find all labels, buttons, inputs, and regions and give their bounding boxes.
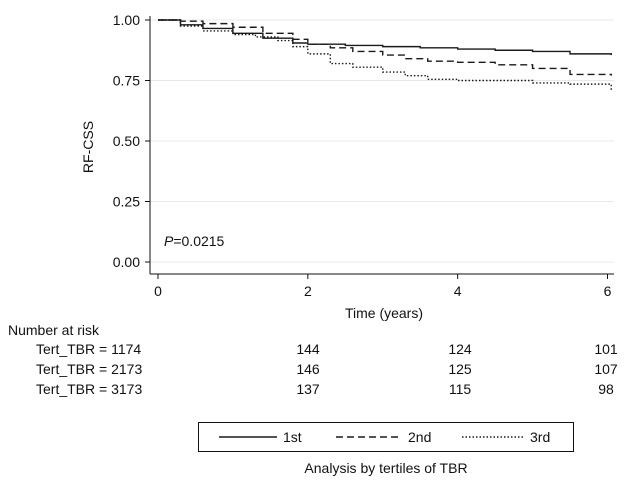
legend-item-3rd: 3rd [462,428,550,446]
p-value-number: =0.0215 [173,233,224,249]
series-line-1st [158,19,612,56]
risk-value-2-6y: 107 [594,361,618,377]
x-tick-label-6: 6 [604,283,612,299]
risk-value-1-4y: 124 [448,341,472,357]
p-value-symbol: P [164,233,174,249]
legend-item-2nd: 2nd [336,428,431,446]
risk-value-3-6y: 98 [598,381,614,397]
risk-value-2-2y: 146 [296,361,320,377]
risk-value-2-4y: 125 [448,361,472,377]
legend-label-1st: 1st [283,429,302,445]
figure-caption: Analysis by tertiles of TBR [304,460,468,476]
y-tick-label-0.75: 0.75 [113,73,140,89]
x-axis-title: Time (years) [345,305,423,321]
risk-row-label-1: Tert_TBR = 1174 [36,341,142,357]
legend-swatch-dashed [336,436,402,438]
legend-item-1st: 1st [219,428,302,446]
legend-label-2nd: 2nd [408,429,432,445]
legend: 1st 2nd 3rd [198,422,574,452]
y-axis-title: RF-CSS [80,121,96,173]
x-tick-label-4: 4 [454,283,462,299]
risk-value-3-2y: 137 [296,381,320,397]
y-tick-label-1.00: 1.00 [113,12,140,28]
risk-value-1-6y: 101 [594,341,618,357]
risk-row-label-3: Tert_TBR = 3173 [36,381,143,397]
risk-value-3-4y: 115 [448,381,472,397]
p-value-annotation: P=0.0215 [164,233,225,249]
y-tick-label-0.00: 0.00 [113,254,140,270]
y-tick-label-0.50: 0.50 [113,133,140,149]
legend-label-3rd: 3rd [530,429,551,445]
risk-table-heading: Number at risk [8,322,100,338]
x-tick-label-2: 2 [304,283,312,299]
legend-swatch-solid [219,436,277,438]
x-tick-label-0: 0 [154,283,162,299]
y-tick-label-0.25: 0.25 [113,194,140,210]
series-line-3rd [158,19,612,92]
risk-row-label-2: Tert_TBR = 2173 [36,361,143,377]
legend-swatch-dotted [462,436,524,438]
series-line-2nd [158,19,612,76]
risk-value-1-2y: 144 [296,341,320,357]
